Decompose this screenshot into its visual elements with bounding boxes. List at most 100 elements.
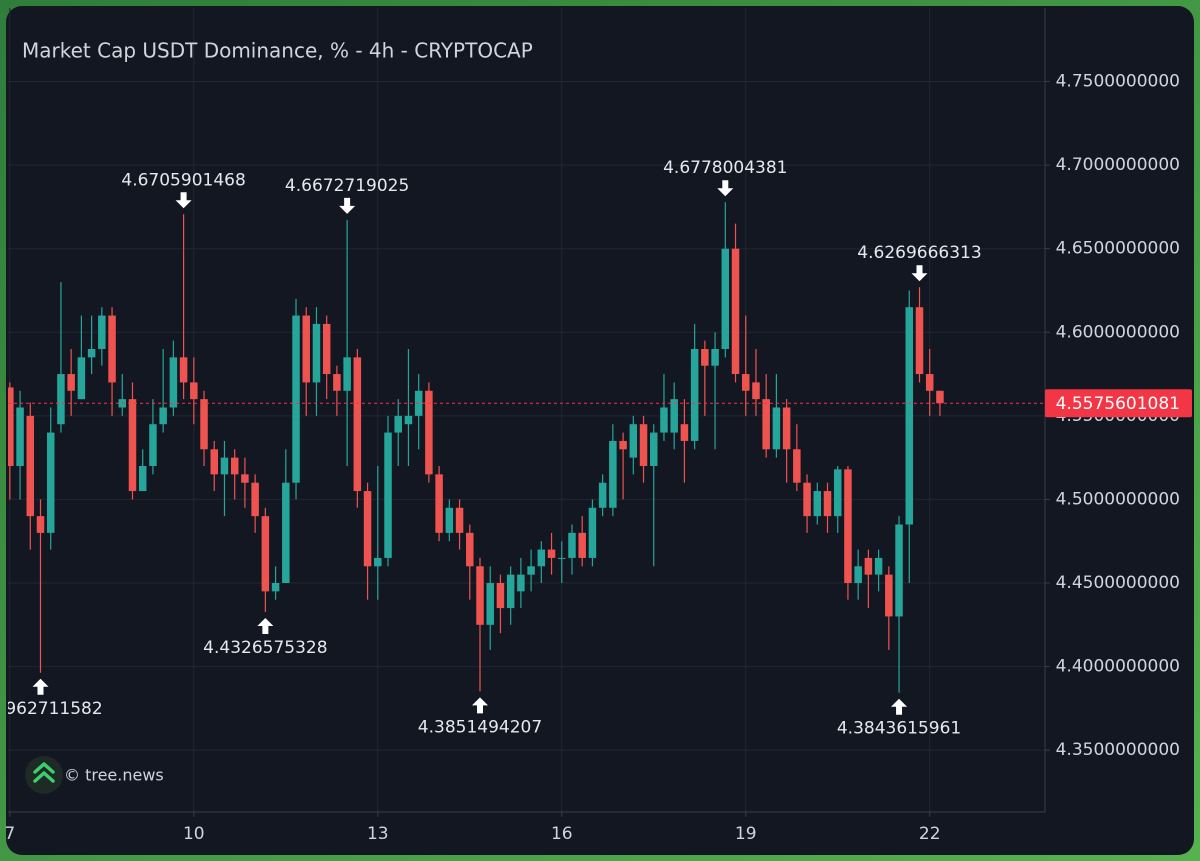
candle-body [425,390,433,475]
candle-body [762,399,770,450]
candle-body [813,491,822,517]
candle-body [486,583,494,625]
high-label: 4.6778004381 [663,158,787,178]
x-tick-label: 22 [919,824,941,844]
candle-body [36,516,45,533]
candle-body [578,532,586,558]
candle-body [864,557,873,575]
candle-body [230,457,239,475]
candle-body [568,532,576,558]
y-tick-label: 4.3500000000 [1056,740,1180,760]
candle-body [302,315,310,383]
low-arrow [32,678,49,695]
candle-body [46,432,55,533]
candle-body [537,549,546,567]
low-arrow [471,697,488,714]
candle-body [445,507,454,533]
candle-body [731,248,740,375]
chart-title: Market Cap USDT Dominance, % - 4h - CRYP… [22,39,533,63]
watermark-logo-mark [33,762,55,783]
y-tick-label: 4.7500000000 [1056,72,1180,92]
candle-body [282,482,290,584]
candle-body [374,557,382,567]
candle-body [598,482,607,508]
candle-body [251,482,259,517]
candle-body [660,407,668,433]
y-tick-label: 4.6500000000 [1056,239,1180,259]
candle-body [915,307,924,375]
candle-body [844,469,852,584]
candle-body [854,566,862,584]
candle-body [77,357,86,400]
candle-body [261,516,270,592]
y-tick-label: 4.7000000000 [1056,155,1180,175]
candle-body [312,323,321,383]
candle-body [271,583,280,592]
candle-body [353,357,362,492]
y-tick-label: 4.4500000000 [1056,573,1180,593]
candle-body [793,449,801,483]
candle-body [404,415,413,425]
candle-body [527,566,535,575]
candle-body [292,315,300,483]
x-tick-label: 7 [4,824,15,844]
candle-body [517,574,525,592]
high-arrow [339,197,356,214]
candle-body [639,424,648,466]
candle-body [506,574,515,609]
high-arrow [911,265,928,282]
low-arrow [891,698,908,715]
watermark-text: © tree.news [64,766,164,785]
candle-body [169,357,178,408]
plot-area: 4.3962711582 4.6705901468 4.4326575328 4.66… [8,158,1045,739]
low-label: 4.4326575328 [203,638,327,658]
low-label: 4.3851494207 [418,717,542,737]
y-tick-label: 4.6000000000 [1056,322,1180,342]
y-tick-label: 4.5000000000 [1056,489,1180,509]
candle-body [803,482,811,517]
candle-body [333,374,341,391]
candle-body [721,248,730,349]
candle-body [455,507,464,533]
x-tick-label: 13 [367,824,389,844]
x-tick-label: 10 [183,824,205,844]
candle-body [680,424,689,441]
low-label: 4.3843615961 [837,719,961,739]
candle-body [138,465,147,492]
candle-body [343,357,351,391]
candle-body [108,315,116,383]
axes: 4.3500000000 4.4000000000 4.4500000000 4.50… [4,72,1192,844]
last-price-label: 4.5575601081 [1056,394,1180,414]
candle-body [629,424,638,458]
candle-body [190,382,198,400]
candle-body [619,440,627,450]
candle-body [179,357,188,383]
candle-body [241,474,249,483]
candle-body [874,557,883,575]
candle-body [609,440,617,508]
high-label: 4.6672719025 [285,176,409,196]
last-price-box [1045,389,1192,418]
candle-body [128,399,137,492]
candle-body [435,474,443,533]
candle-body [67,374,75,391]
candle-body [220,457,229,475]
high-arrow [175,192,192,209]
low-arrow [257,617,274,634]
candle-body [588,507,597,558]
candle-body [752,382,760,400]
candle-body [711,348,719,366]
candle-body [772,407,781,450]
y-tick-label: 4.4000000000 [1056,657,1180,677]
candle-body [670,399,678,433]
high-arrow [717,180,734,197]
candle-body [833,469,842,517]
candle-body [322,323,331,375]
candle-body [496,583,505,609]
candle-body [547,549,556,558]
candle-body [936,390,944,404]
candle-body [782,407,791,450]
candle-body [741,374,750,391]
